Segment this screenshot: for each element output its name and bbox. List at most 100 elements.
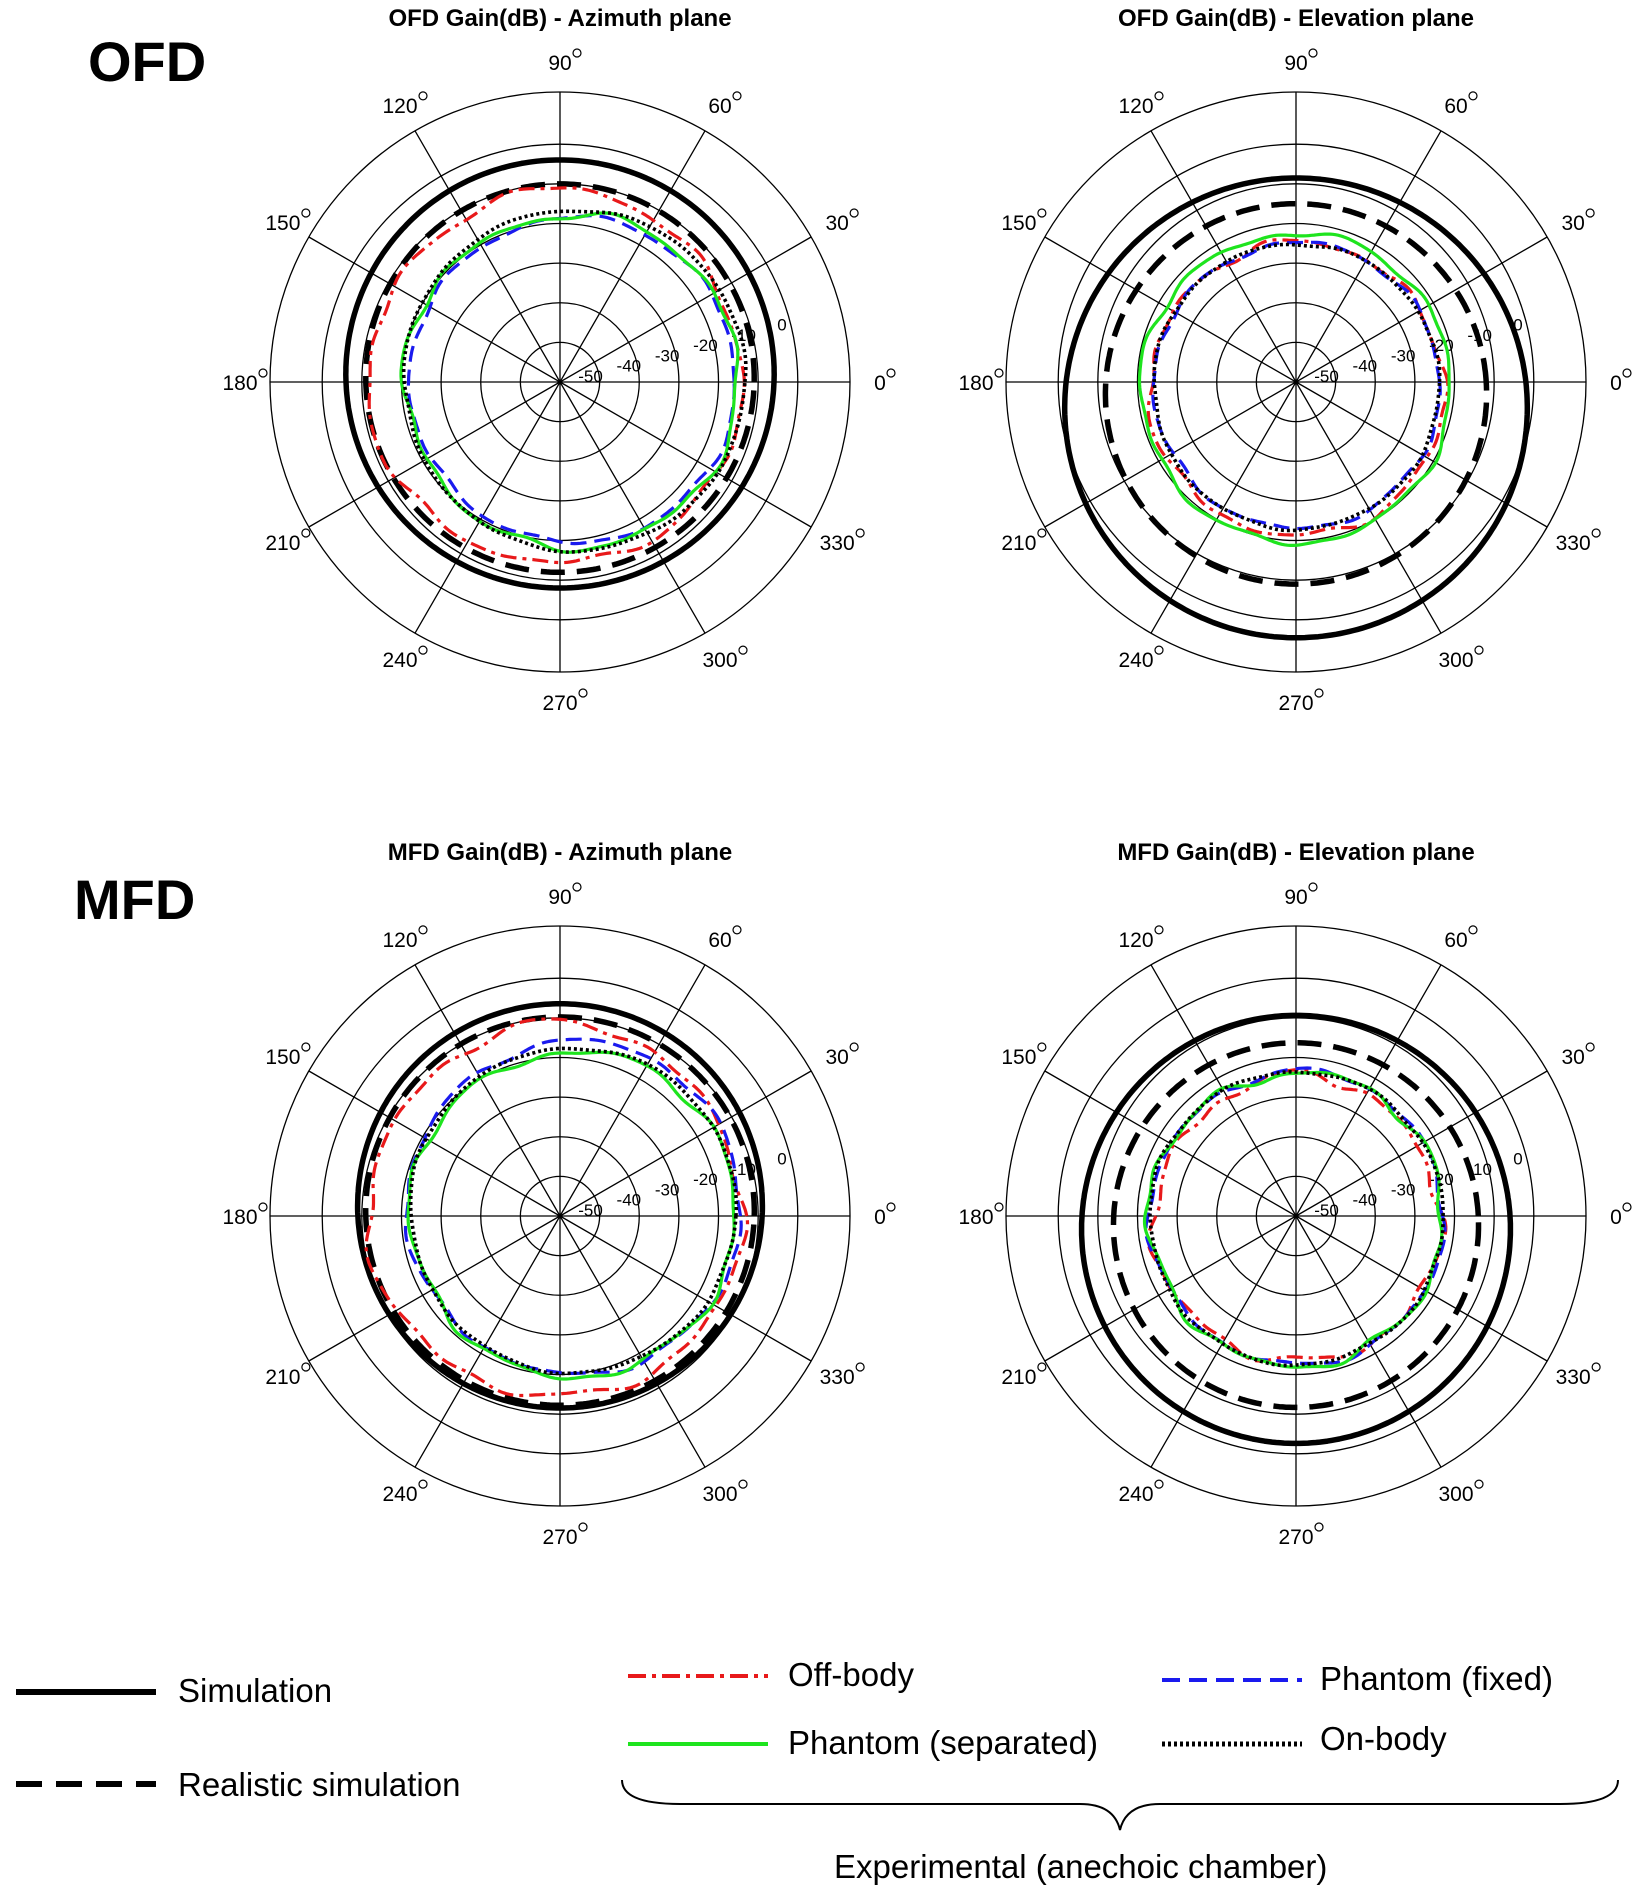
degree-mark: [301, 528, 311, 538]
radial-tick-label: -20: [693, 1170, 718, 1189]
radial-tick-label: 0: [1513, 316, 1522, 335]
degree-mark: [258, 1202, 268, 1212]
legend-line-on-body: [1162, 1741, 1302, 1747]
polar-spoke: [1295, 130, 1442, 383]
degree-mark: [1154, 91, 1164, 101]
degree-mark: [418, 1479, 428, 1489]
angle-tick-label: 180: [222, 1206, 257, 1229]
radial-tick-label: 0: [777, 1150, 786, 1169]
radial-tick-label: -40: [617, 1191, 642, 1210]
angle-tick-label: 210: [1001, 532, 1036, 555]
degree-mark: [886, 368, 896, 378]
series-realistic-simulation: [1110, 1040, 1482, 1411]
angle-tick-label: 150: [265, 212, 300, 235]
series-realistic-simulation: [362, 1014, 758, 1409]
polar-spoke: [559, 964, 706, 1217]
degree-mark: [732, 925, 742, 935]
angle-tick-label: 270: [542, 1526, 577, 1549]
degree-mark: [1037, 208, 1047, 218]
section-label-mfd: MFD: [74, 868, 196, 931]
angle-tick-label: 330: [820, 1366, 855, 1389]
degree-mark: [572, 48, 582, 58]
degree-mark: [849, 208, 859, 218]
degree-mark: [738, 645, 748, 655]
angle-tick-label: 0: [1610, 372, 1622, 395]
degree-mark: [418, 925, 428, 935]
angle-tick-label: 300: [702, 1483, 737, 1506]
polar-spoke: [559, 236, 812, 383]
degree-mark: [1622, 368, 1632, 378]
legend-line-phantom-separated: [628, 1742, 768, 1746]
series-realistic-simulation: [363, 181, 757, 576]
degree-mark: [732, 91, 742, 101]
polar-spoke: [559, 130, 706, 383]
radial-tick-label: -30: [1391, 346, 1416, 365]
radial-tick-label: -40: [1353, 357, 1378, 376]
degree-mark: [418, 91, 428, 101]
angle-tick-label: 300: [1438, 649, 1473, 672]
angle-tick-label: 330: [820, 532, 855, 555]
series-simulation: [354, 1001, 766, 1411]
degree-mark: [886, 1202, 896, 1212]
chart-title: OFD Gain(dB) - Elevation plane: [1118, 5, 1474, 32]
polar-spoke: [414, 1215, 561, 1468]
angle-tick-label: 240: [1118, 649, 1153, 672]
degree-mark: [855, 528, 865, 538]
legend-brace: [621, 1779, 1619, 1831]
legend-label-realistic-simulation: Realistic simulation: [178, 1766, 461, 1803]
degree-mark: [1314, 1522, 1324, 1532]
angle-tick-label: 90: [1284, 886, 1307, 909]
degree-mark: [1474, 645, 1484, 655]
series-off-body: [364, 1017, 750, 1398]
radial-tick-label: -50: [1314, 367, 1339, 386]
radial-tick-label: -50: [1314, 1201, 1339, 1220]
angle-tick-label: 30: [1561, 212, 1584, 235]
degree-mark: [994, 368, 1004, 378]
polar-spoke: [559, 1070, 812, 1217]
angle-tick-label: 210: [1001, 1366, 1036, 1389]
angle-tick-label: 270: [1278, 692, 1313, 715]
degree-mark: [1314, 688, 1324, 698]
angle-tick-label: 150: [265, 1046, 300, 1069]
polar-spoke: [559, 1215, 812, 1362]
degree-mark: [1308, 882, 1318, 892]
polar-spoke: [414, 964, 561, 1217]
series-realistic-simulation: [1102, 200, 1490, 587]
legend-line-realistic-simulation: [16, 1781, 156, 1787]
degree-mark: [301, 1362, 311, 1372]
polar-spoke: [559, 1215, 706, 1468]
radial-tick-label: -30: [655, 346, 680, 365]
degree-mark: [849, 1042, 859, 1052]
angle-tick-label: 180: [222, 372, 257, 395]
degree-mark: [572, 882, 582, 892]
angle-tick-label: 60: [1444, 929, 1467, 952]
degree-mark: [1037, 1042, 1047, 1052]
degree-mark: [578, 1522, 588, 1532]
series-on-body: [401, 209, 748, 554]
legend-line-simulation: [16, 1689, 156, 1695]
angle-tick-label: 270: [542, 692, 577, 715]
angle-tick-label: 120: [1118, 95, 1153, 118]
polar-spoke: [1150, 381, 1297, 634]
chart-title: OFD Gain(dB) - Azimuth plane: [388, 5, 731, 32]
degree-mark: [1037, 528, 1047, 538]
series-phantom-separated: [399, 211, 740, 554]
degree-mark: [1468, 925, 1478, 935]
angle-tick-label: 300: [1438, 1483, 1473, 1506]
polar-spoke: [1295, 1215, 1548, 1362]
polar-spoke: [1295, 964, 1442, 1217]
legend-line-phantom-fixed: [1162, 1678, 1302, 1682]
series-simulation: [1061, 175, 1531, 641]
legend-label-off-body: Off-body: [788, 1656, 914, 1693]
angle-tick-label: 60: [708, 929, 731, 952]
chart-title: MFD Gain(dB) - Azimuth plane: [388, 839, 732, 866]
radial-tick-label: -40: [1353, 1191, 1378, 1210]
degree-mark: [1154, 1479, 1164, 1489]
degree-mark: [1308, 48, 1318, 58]
degree-mark: [738, 1479, 748, 1489]
radial-tick-label: -20: [693, 336, 718, 355]
series-on-body: [1152, 242, 1442, 533]
legend-label-phantom-fixed: Phantom (fixed): [1320, 1660, 1553, 1697]
angle-tick-label: 90: [548, 52, 571, 75]
